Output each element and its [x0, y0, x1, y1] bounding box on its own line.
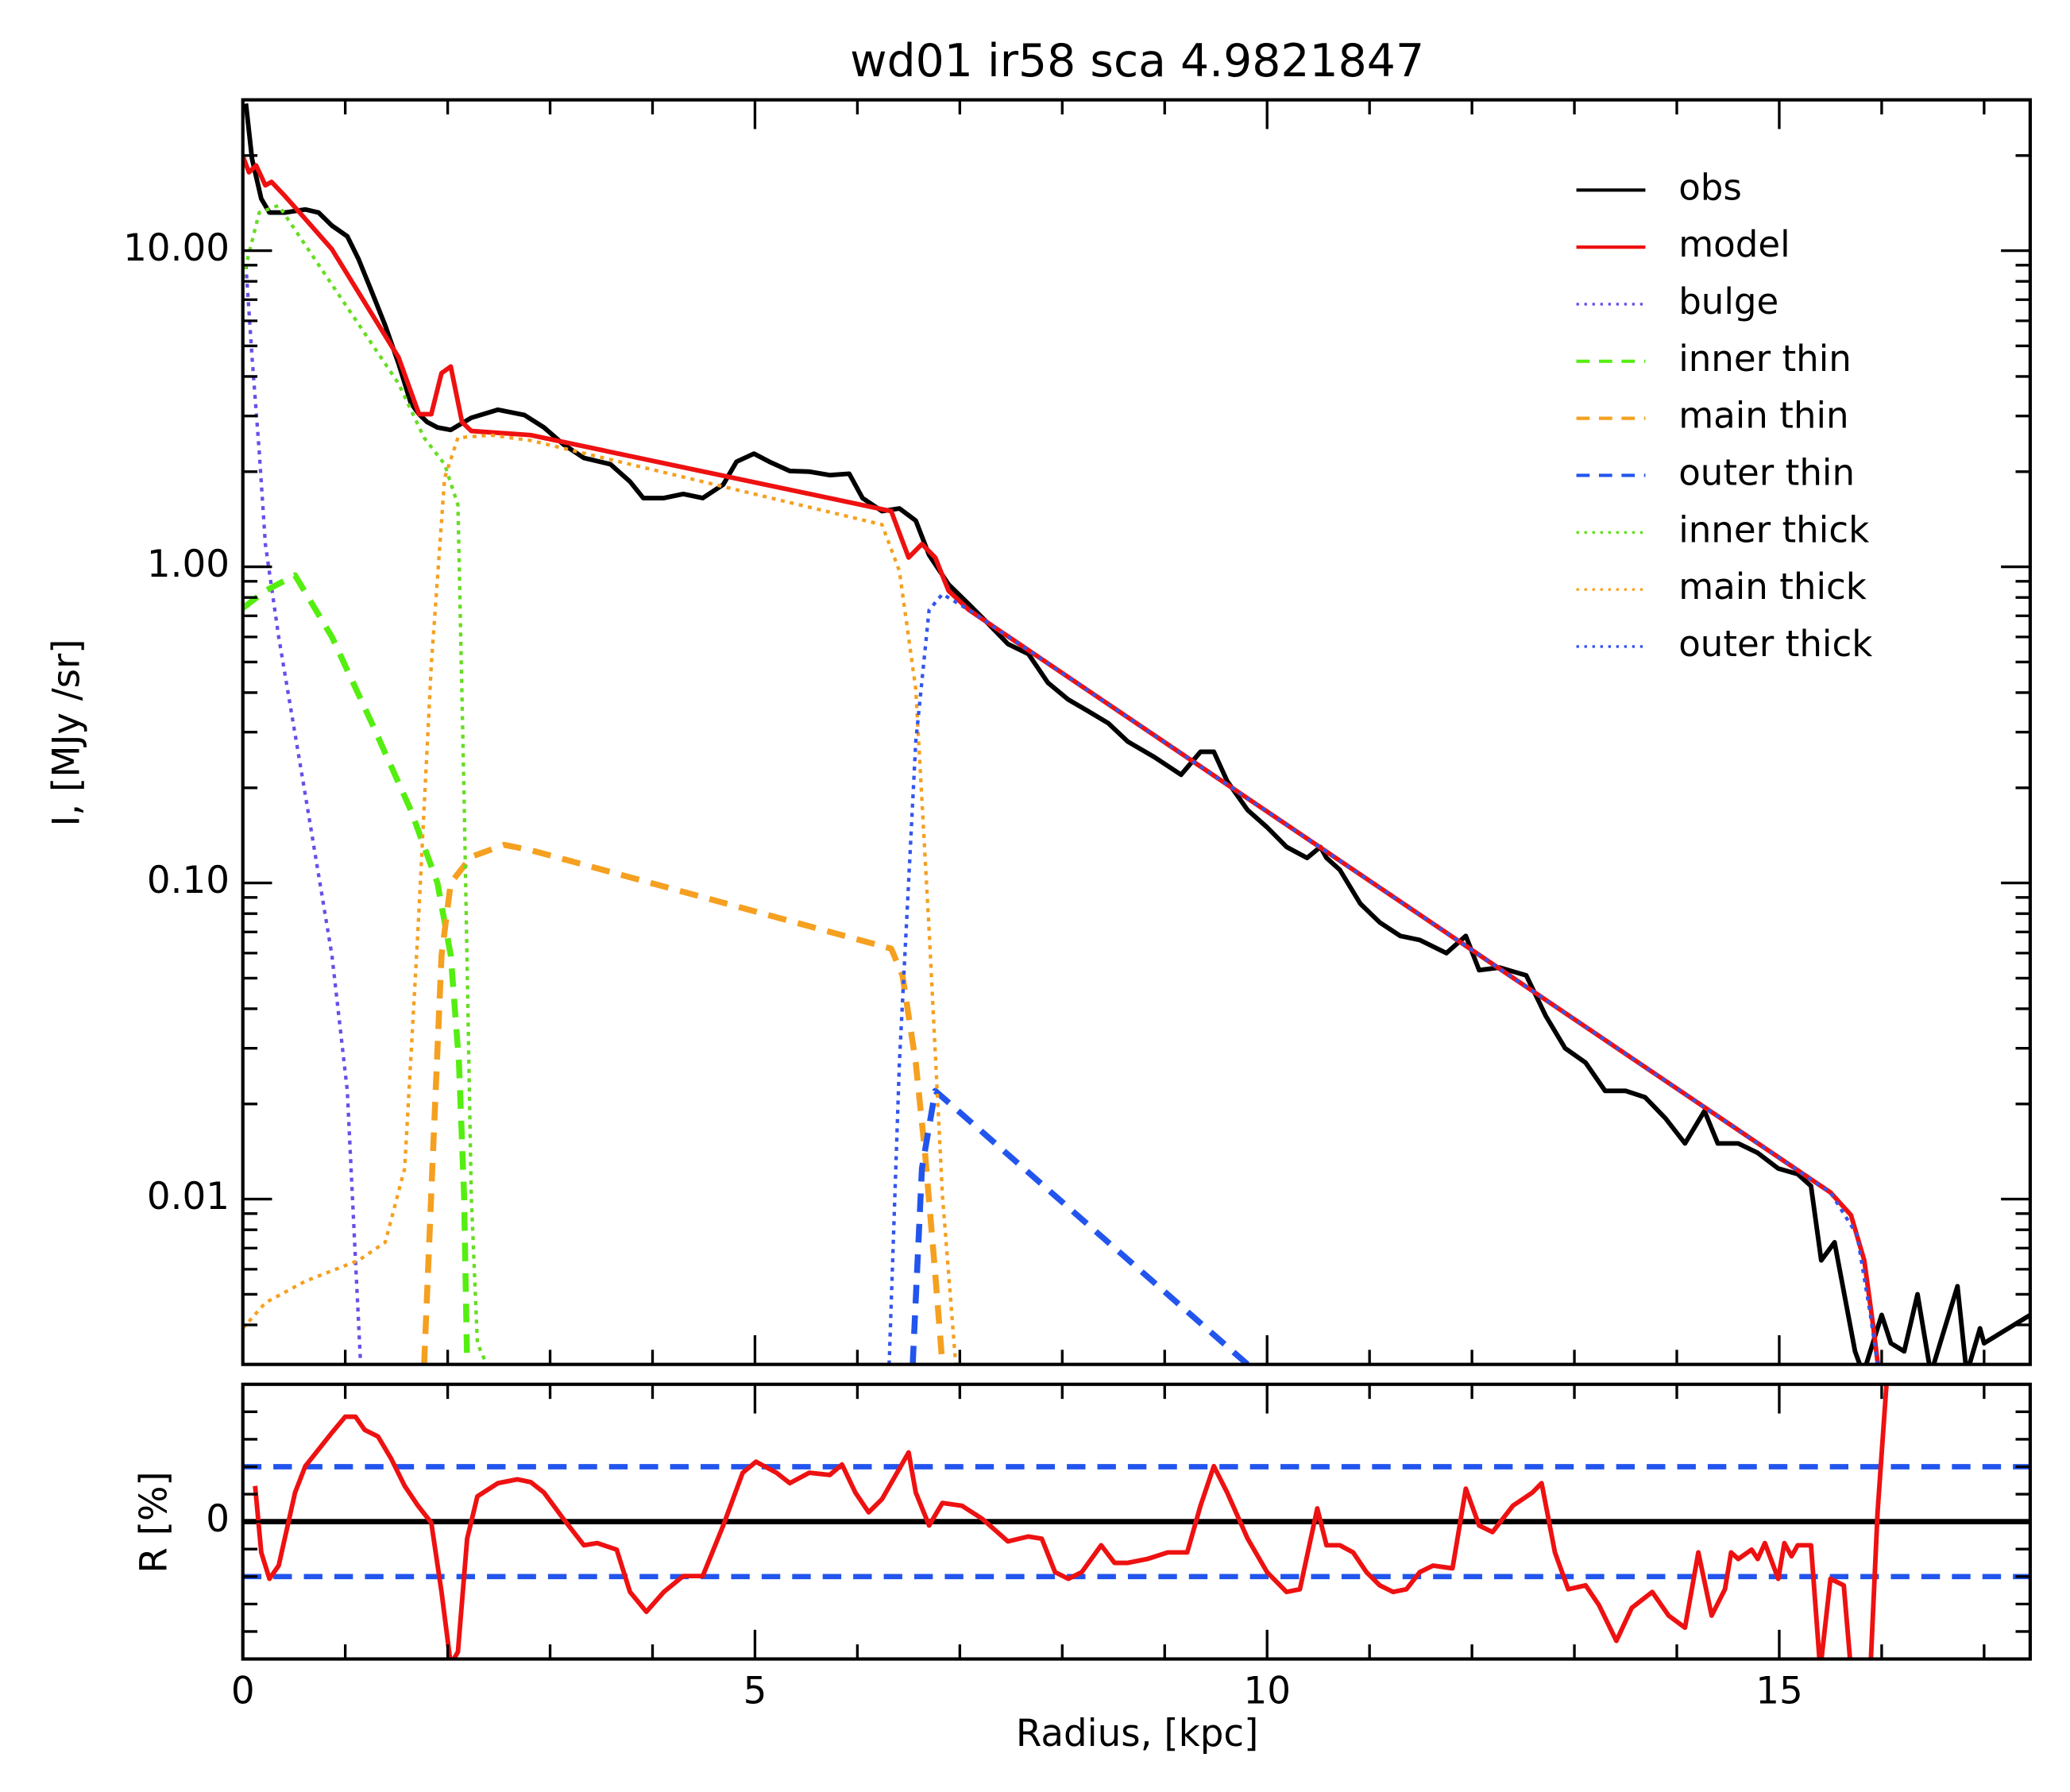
chart-title: wd01 ir58 sca 4.9821847: [850, 35, 1424, 87]
y-axis-label: R [%]: [133, 1471, 176, 1573]
y-axis-label: I, [MJy /sr]: [45, 639, 88, 827]
legend-label: outer thick: [1678, 623, 1872, 665]
legend-label: obs: [1678, 166, 1742, 208]
series-line: [253, 1384, 1889, 1659]
series-line: [242, 572, 470, 1365]
series-line: [421, 841, 946, 1365]
series-line: [243, 103, 2030, 1365]
series-line: [242, 155, 1881, 1365]
series-line: [887, 592, 1879, 1365]
x-tick-label: 15: [1755, 1670, 1803, 1713]
x-tick-label: 10: [1243, 1670, 1291, 1713]
legend-label: main thick: [1678, 566, 1867, 608]
legend-label: bulge: [1678, 280, 1778, 322]
y-tick-label: 0.01: [147, 1176, 230, 1218]
x-tick-label: 0: [231, 1670, 255, 1713]
y-tick-label: 1.00: [147, 543, 230, 586]
legend-label: outer thin: [1678, 451, 1855, 493]
legend-label: inner thin: [1678, 338, 1852, 380]
series-line: [909, 1087, 1250, 1365]
x-axis-label: Radius, [kpc]: [1016, 1713, 1259, 1755]
x-tick-label: 5: [743, 1670, 767, 1713]
legend-label: inner thick: [1678, 508, 1869, 550]
series-line: [242, 433, 958, 1365]
plot-area: [242, 1384, 2030, 1659]
plot-area: [242, 103, 2030, 1365]
y-tick-label: 0.10: [147, 859, 230, 902]
series-line: [244, 265, 363, 1365]
legend-label: model: [1678, 223, 1790, 265]
y-tick-label: 10.00: [123, 227, 230, 270]
y-tick-label: 0: [206, 1498, 230, 1541]
legend-label: main thin: [1678, 395, 1848, 437]
